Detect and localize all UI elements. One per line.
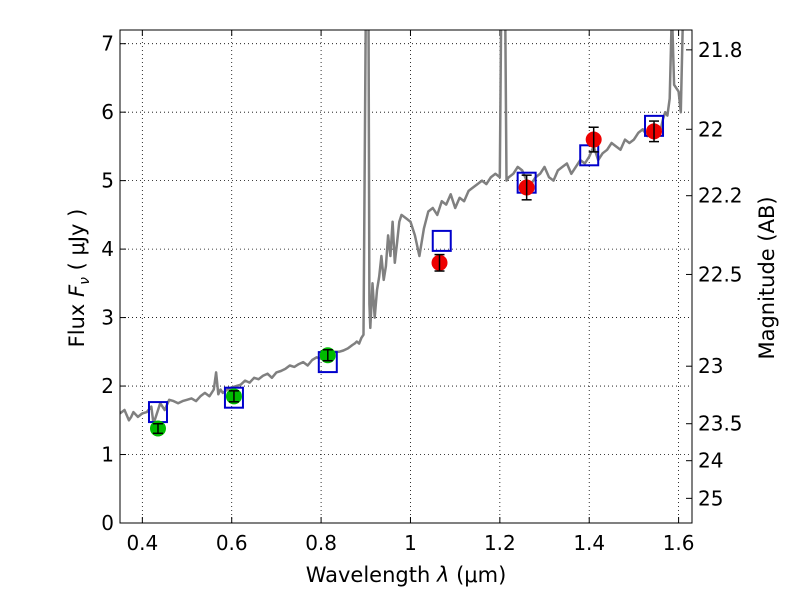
model-photometry-square	[223, 386, 244, 409]
y-tick-label: 0	[101, 511, 114, 535]
x-tick-label: 1.6	[663, 531, 695, 555]
grid-lines	[120, 30, 692, 523]
plot-content	[120, 30, 684, 437]
y-tick-label: 4	[101, 237, 114, 261]
y-tick-label: 5	[101, 169, 114, 193]
right-magnitude-axis-ticks: 21.8 22 22.2 22.5 23 23.5 24 25	[686, 38, 743, 510]
x-tick-label: 1.4	[573, 531, 605, 555]
spectrum-line	[120, 30, 684, 425]
y2-tick-label: 22.5	[698, 262, 743, 286]
x-axis-ticks: 0.4 0.6 0.8 1 1.2 1.4 1.6	[126, 30, 695, 555]
y-tick-label: 3	[101, 306, 114, 330]
y-tick-label: 7	[101, 32, 114, 56]
y2-tick-label: 23	[698, 354, 723, 378]
y-tick-label: 2	[101, 374, 114, 398]
y2-tick-label: 22	[698, 117, 723, 141]
y-tick-label: 1	[101, 443, 114, 467]
x-tick-label: 0.8	[305, 531, 337, 555]
y2-tick-label: 25	[698, 486, 723, 510]
y2-tick-label: 22.2	[698, 184, 743, 208]
y2-tick-label: 23.5	[698, 412, 743, 436]
x-axis-label: Wavelength λ (μm)	[306, 563, 507, 587]
right-axis-label: Magnitude (AB)	[755, 196, 779, 359]
plot-area	[120, 30, 684, 437]
y-axis-ticks: 0 1 2 3 4 5 6 7	[101, 32, 126, 535]
y2-tick-label: 21.8	[698, 38, 743, 62]
y-tick-label: 6	[101, 100, 114, 124]
y2-tick-label: 24	[698, 449, 723, 473]
x-tick-label: 0.6	[216, 531, 248, 555]
x-tick-label: 1	[404, 531, 417, 555]
model-photometry-square	[431, 229, 452, 252]
y-axis-label: Flux Fν ( μJy )	[65, 209, 93, 348]
x-tick-label: 0.4	[126, 531, 158, 555]
plot-frame	[119, 29, 693, 524]
x-tick-label: 1.2	[484, 531, 516, 555]
